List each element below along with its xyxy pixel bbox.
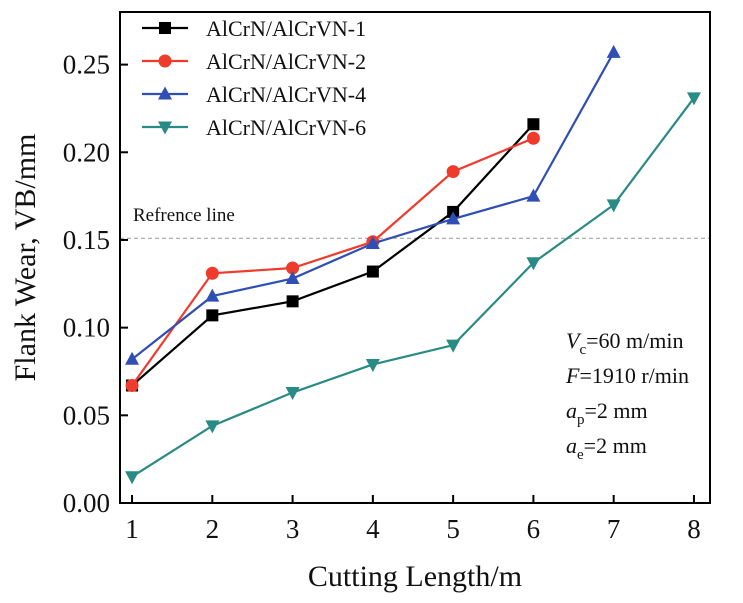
legend-item: AlCrN/AlCrVN-4 [142,82,366,107]
y-tick-label: 0.15 [63,225,110,255]
x-tick-label: 2 [206,514,220,544]
legend-item: AlCrN/AlCrVN-2 [142,49,366,74]
x-tick-label: 4 [366,514,380,544]
data-point [527,118,540,131]
series-group [125,44,701,485]
data-point [526,131,540,145]
data-point [365,358,380,372]
y-tick-label: 0.20 [63,137,110,167]
x-tick-label: 7 [607,514,621,544]
data-point [125,379,139,393]
legend-marker [158,86,172,100]
data-point [206,309,219,322]
reference-line-group: Refrence line [120,205,710,239]
condition-line: ap=2 mm [566,398,648,428]
legend-marker [158,121,172,135]
data-point [125,351,140,365]
condition-line: Vc=60 m/min [566,328,683,358]
series-2 [125,131,540,393]
reference-line-label: Refrence line [133,205,235,226]
data-point [366,265,379,278]
legend-label: AlCrN/AlCrVN-6 [206,115,366,140]
legend-item: AlCrN/AlCrVN-6 [142,115,366,140]
data-point [606,199,621,213]
legend: AlCrN/AlCrVN-1 AlCrN/AlCrVN-2 AlCrN/AlCrVN… [142,16,366,140]
y-axis-title: Flank Wear, VB/mm [9,134,42,382]
series-3 [125,44,621,365]
data-point [526,257,541,271]
y-tick-label: 0.25 [63,50,110,80]
data-point [286,261,300,275]
y-tick-label: 0.05 [63,400,110,430]
series-4 [125,92,701,485]
legend-item: AlCrN/AlCrVN-1 [142,16,366,41]
series-line [131,123,535,387]
data-point [285,271,300,285]
data-point [365,235,380,249]
x-tick-label: 8 [687,514,701,544]
data-point [526,188,541,202]
series-line [131,97,695,478]
x-tick-label: 3 [286,514,300,544]
cutting-conditions: Vc=60 m/min F=1910 r/min ap=2 mm ae=2 mm [565,328,689,463]
condition-line: F=1910 r/min [565,363,689,388]
axes-group: 1 2 3 4 5 6 7 8 0.00 0.05 0.10 0.15 0.20 0.25 [63,50,701,544]
x-tick-label: 1 [125,514,139,544]
data-point [686,92,701,106]
legend-label: AlCrN/AlCrVN-4 [206,82,366,107]
condition-line: ae=2 mm [566,433,647,463]
data-point [286,295,299,308]
data-point [446,211,461,225]
x-tick-label: 6 [527,514,541,544]
y-tick-label: 0.10 [63,313,110,343]
data-point [446,339,461,353]
data-point [446,165,460,179]
legend-marker [159,22,171,34]
data-point [205,288,220,302]
data-point [285,387,300,401]
legend-label: AlCrN/AlCrVN-1 [206,16,366,41]
data-point [606,44,621,58]
series-line [131,137,534,387]
legend-label: AlCrN/AlCrVN-2 [206,49,366,74]
legend-marker [158,54,172,68]
data-point [125,471,140,485]
plot-frame [119,11,711,504]
data-point [205,420,220,434]
x-tick-label: 5 [446,514,460,544]
y-tick-label: 0.00 [63,488,110,518]
data-point [205,266,219,280]
x-axis-title: Cutting Length/m [308,560,522,593]
